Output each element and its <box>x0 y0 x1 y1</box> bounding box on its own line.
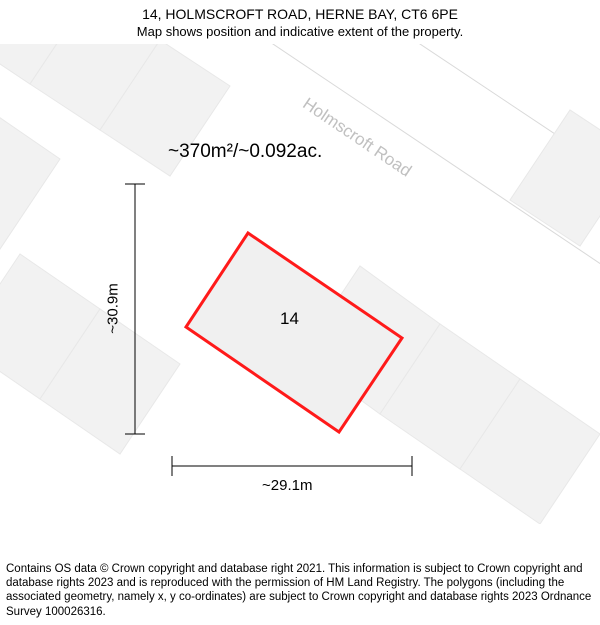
footer-copyright: Contains OS data © Crown copyright and d… <box>6 562 594 620</box>
height-dimension-label: ~30.9m <box>105 283 122 333</box>
area-label: ~370m²/~0.092ac. <box>168 141 322 163</box>
map-svg <box>0 44 600 524</box>
plot-number-label: 14 <box>280 309 299 329</box>
page-title: 14, HOLMSCROFT ROAD, HERNE BAY, CT6 6PE <box>0 6 600 22</box>
page-container: 14, HOLMSCROFT ROAD, HERNE BAY, CT6 6PE … <box>0 0 600 625</box>
page-subtitle: Map shows position and indicative extent… <box>0 24 600 39</box>
map-area: Holmscroft Road ~370m²/~0.092ac. 14 ~30.… <box>0 44 600 524</box>
width-dimension-label: ~29.1m <box>262 477 312 494</box>
